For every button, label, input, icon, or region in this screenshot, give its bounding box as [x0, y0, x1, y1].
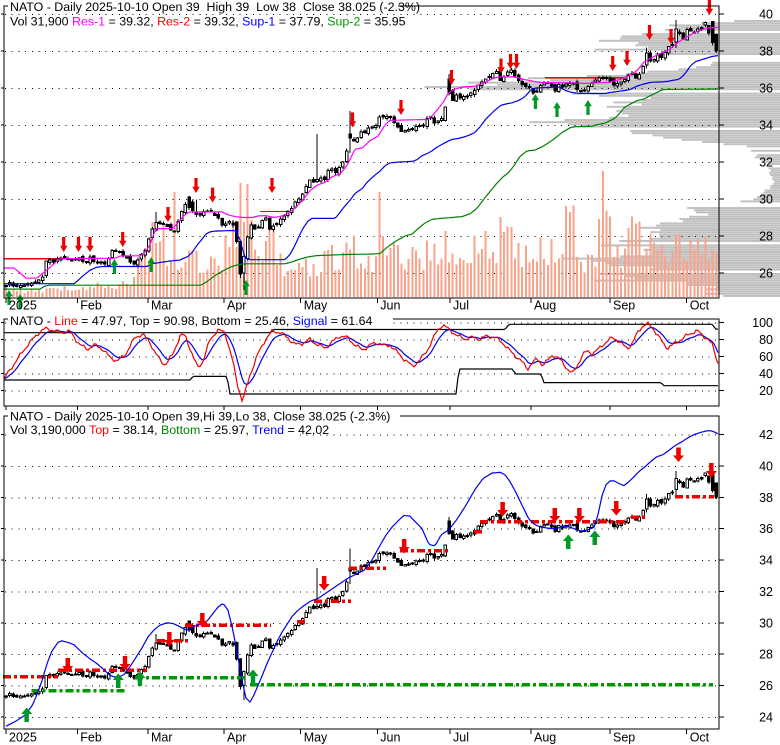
svg-text:40: 40 — [759, 460, 773, 474]
svg-text:26: 26 — [759, 267, 773, 281]
svg-text:Aug: Aug — [534, 299, 556, 313]
svg-text:NATO - Daily 2025-10-10 Open 3: NATO - Daily 2025-10-10 Open 39 High 39 … — [10, 0, 420, 14]
svg-text:Jun: Jun — [380, 731, 400, 745]
svg-text:2025: 2025 — [9, 299, 37, 313]
svg-text:May: May — [304, 299, 328, 313]
svg-text:Mar: Mar — [151, 299, 173, 313]
svg-text:80: 80 — [759, 333, 773, 347]
svg-text:34: 34 — [759, 554, 773, 568]
svg-text:Apr: Apr — [227, 299, 246, 313]
svg-text:Oct: Oct — [690, 299, 710, 313]
svg-text:Feb: Feb — [80, 731, 102, 745]
svg-text:Apr: Apr — [227, 731, 246, 745]
svg-text:2025: 2025 — [9, 731, 37, 745]
svg-text:38: 38 — [759, 45, 773, 59]
svg-text:NATO - Daily 2025-10-10 Open 3: NATO - Daily 2025-10-10 Open 39,Hi 39,Lo… — [10, 410, 390, 424]
svg-text:Vol 31,900 Res-1 = 39.32, Res-: Vol 31,900 Res-1 = 39.32, Res-2 = 39.32,… — [10, 15, 406, 29]
svg-text:32: 32 — [759, 156, 773, 170]
svg-text:30: 30 — [759, 193, 773, 207]
svg-text:May: May — [304, 731, 328, 745]
svg-text:Aug: Aug — [534, 731, 556, 745]
svg-text:Feb: Feb — [80, 299, 102, 313]
svg-text:Sep: Sep — [613, 731, 635, 745]
svg-text:32: 32 — [759, 585, 773, 599]
svg-text:26: 26 — [759, 679, 773, 693]
svg-text:Vol 3,190,000 Top = 38.14, Bot: Vol 3,190,000 Top = 38.14, Bottom = 25.9… — [10, 423, 329, 437]
svg-text:NATO - Line = 47.97, Top = 90.: NATO - Line = 47.97, Top = 90.98, Bottom… — [10, 314, 372, 328]
svg-text:38: 38 — [759, 491, 773, 505]
svg-text:28: 28 — [759, 648, 773, 662]
svg-text:100: 100 — [752, 316, 773, 330]
svg-text:40: 40 — [759, 8, 773, 22]
svg-text:28: 28 — [759, 230, 773, 244]
svg-text:42: 42 — [759, 428, 773, 442]
svg-text:Oct: Oct — [690, 731, 710, 745]
svg-text:24: 24 — [759, 710, 773, 724]
svg-text:34: 34 — [759, 119, 773, 133]
svg-text:36: 36 — [759, 522, 773, 536]
svg-text:60: 60 — [759, 350, 773, 364]
svg-text:Jul: Jul — [453, 731, 469, 745]
svg-text:Mar: Mar — [151, 731, 173, 745]
svg-text:20: 20 — [759, 384, 773, 398]
svg-text:36: 36 — [759, 82, 773, 96]
svg-text:Jun: Jun — [380, 299, 400, 313]
svg-text:Jul: Jul — [453, 299, 469, 313]
svg-text:40: 40 — [759, 367, 773, 381]
svg-text:30: 30 — [759, 616, 773, 630]
svg-text:Sep: Sep — [613, 299, 635, 313]
